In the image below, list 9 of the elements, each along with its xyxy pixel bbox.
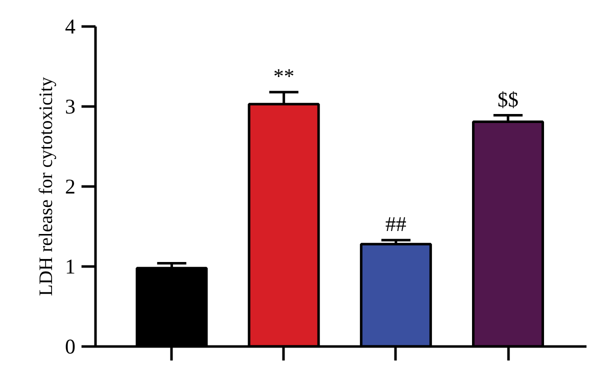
y-tick-label: 4: [65, 14, 76, 38]
data-label: $$: [498, 87, 519, 112]
y-tick-label: 1: [65, 254, 76, 278]
data-label: ##: [385, 212, 407, 236]
y-tick-label: 2: [65, 174, 76, 198]
y-tick-label: 3: [65, 94, 76, 118]
y-axis-title: LDH release for cytotoxicity: [36, 76, 57, 296]
data-label: **: [273, 64, 294, 88]
y-tick-label: 0: [65, 334, 76, 358]
